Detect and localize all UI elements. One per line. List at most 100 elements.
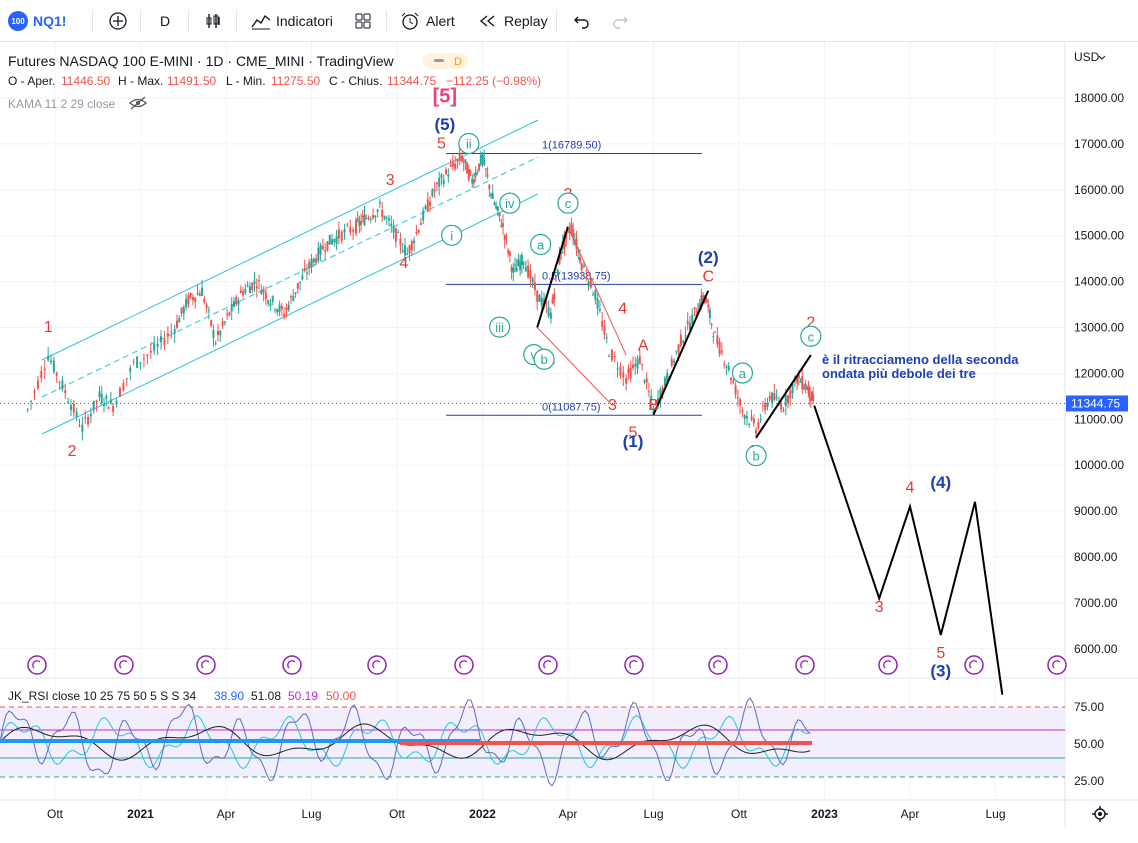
candle-body bbox=[598, 309, 601, 311]
time-tick-4: Ott bbox=[389, 807, 406, 821]
candle-body bbox=[486, 175, 489, 177]
event-icon-6 bbox=[538, 655, 558, 675]
candle-body bbox=[739, 399, 742, 406]
indicators-button[interactable]: Indicatori bbox=[250, 0, 333, 42]
candle-body bbox=[312, 258, 315, 263]
candle-body bbox=[198, 293, 201, 297]
candle-body bbox=[592, 294, 595, 296]
candle-body bbox=[132, 361, 135, 363]
events-row[interactable] bbox=[27, 655, 1067, 675]
candle-body bbox=[605, 337, 608, 339]
indicator-kama-label[interactable]: KAMA 11 2 29 close bbox=[8, 97, 116, 111]
candle-body bbox=[725, 366, 728, 368]
event-icon-glyph bbox=[32, 660, 41, 669]
candle-body bbox=[383, 216, 386, 220]
rsi-tick-25: 25.00 bbox=[1074, 774, 1104, 788]
price-tick-6: 12000.00 bbox=[1074, 366, 1124, 380]
indicators-icon bbox=[251, 14, 271, 30]
candle-body bbox=[242, 291, 245, 296]
event-icon-glyph bbox=[713, 660, 722, 669]
candle-body bbox=[369, 218, 372, 220]
ohlc-low-label: L - Min. bbox=[226, 74, 266, 88]
candle-body bbox=[89, 413, 92, 417]
candle-body bbox=[714, 331, 717, 333]
time-tick-3: Lug bbox=[301, 807, 321, 821]
wave-label-red-12: C bbox=[702, 269, 714, 286]
wave-circle-teal bbox=[745, 445, 767, 467]
candle-body bbox=[230, 304, 233, 312]
undo-button[interactable] bbox=[572, 0, 592, 42]
symbol-search[interactable]: 100 NQ1! bbox=[8, 0, 66, 42]
wave-label-red-16: 4 bbox=[906, 480, 915, 497]
redo-button[interactable] bbox=[610, 0, 630, 42]
candle-body bbox=[634, 363, 637, 367]
chart-canvas[interactable]: 1(16789.50) 0.5(13938.75) 0(11087.75) 1 2 3 4… bbox=[0, 42, 1138, 843]
market-status-label: D bbox=[454, 56, 462, 68]
currency-label[interactable]: USD bbox=[1074, 50, 1100, 64]
candle-body bbox=[796, 376, 799, 384]
candle-body bbox=[105, 395, 108, 399]
candle-body bbox=[43, 368, 46, 371]
candle-body bbox=[365, 217, 368, 219]
candle-body bbox=[210, 320, 213, 326]
candle-body bbox=[72, 403, 75, 413]
candle-body bbox=[360, 221, 363, 225]
candle-body bbox=[490, 194, 493, 196]
wave-label-red-0: 1 bbox=[44, 319, 53, 336]
settings-gear-icon[interactable] bbox=[1092, 806, 1108, 822]
candle-body bbox=[472, 179, 475, 184]
wave-circle-teal bbox=[441, 224, 463, 246]
wave-c-small-arrow bbox=[755, 354, 812, 439]
candle-body bbox=[563, 235, 566, 248]
compare-button[interactable] bbox=[108, 0, 128, 42]
replay-button[interactable]: Replay bbox=[478, 0, 548, 42]
candle-body bbox=[775, 397, 778, 399]
event-icon-7 bbox=[624, 655, 644, 675]
candle-body bbox=[87, 417, 90, 425]
candle-body bbox=[182, 306, 185, 314]
candle-body bbox=[500, 225, 503, 227]
candle-body bbox=[517, 259, 520, 267]
ohlc-close-value: 11344.75 bbox=[387, 74, 436, 88]
price-tick-9: 9000.00 bbox=[1074, 504, 1118, 518]
candle-body bbox=[203, 298, 206, 303]
candle-body bbox=[622, 372, 625, 378]
candle-body bbox=[269, 303, 272, 307]
ohlc-high-value: 11491.50 bbox=[167, 74, 216, 88]
candle-body bbox=[328, 234, 331, 245]
price-axis[interactable]: 18000.00 17000.00 16000.00 15000.00 14000.00… bbox=[1074, 91, 1124, 656]
candle-body bbox=[741, 410, 744, 412]
candle-body bbox=[467, 168, 470, 180]
wave-circle-teal bbox=[557, 192, 579, 214]
candle-body bbox=[529, 270, 532, 279]
candle-body bbox=[408, 245, 411, 254]
candle-body bbox=[791, 384, 794, 394]
alert-button[interactable]: Alert bbox=[400, 0, 455, 42]
candle-body bbox=[558, 255, 561, 264]
candle-body bbox=[201, 287, 204, 296]
candle-body bbox=[707, 304, 710, 307]
event-icon-glyph bbox=[800, 660, 809, 669]
candle-body bbox=[491, 193, 494, 199]
candle-body bbox=[510, 266, 513, 272]
candle-body bbox=[513, 264, 516, 266]
candle-body bbox=[691, 314, 694, 325]
candle-body bbox=[321, 246, 324, 250]
time-axis[interactable]: Ott 2021 Apr Lug Ott 2022 Apr Lug Ott 2023 Apr Lug bbox=[47, 807, 1006, 821]
candle-body bbox=[625, 378, 628, 384]
candle-body bbox=[180, 307, 183, 314]
candle-body bbox=[419, 223, 422, 226]
interval-button[interactable]: D bbox=[160, 13, 171, 29]
wave-circle-teal bbox=[530, 233, 552, 256]
time-tick-9: 2023 bbox=[811, 807, 838, 821]
ohlc-close-label: C - Chius. bbox=[329, 74, 382, 88]
eye-off-icon[interactable] bbox=[129, 96, 147, 110]
candle-body bbox=[636, 358, 639, 369]
candle-body bbox=[507, 250, 510, 254]
candle-body bbox=[317, 247, 320, 261]
last-price-value: 11344.75 bbox=[1071, 396, 1120, 410]
layout-button[interactable] bbox=[354, 0, 372, 42]
candle-body bbox=[125, 378, 128, 380]
rsi-pane[interactable]: JK_RSI close 10 25 75 50 5 S S 34 38.90 … bbox=[0, 689, 1104, 788]
chart-type-button[interactable] bbox=[204, 0, 224, 42]
